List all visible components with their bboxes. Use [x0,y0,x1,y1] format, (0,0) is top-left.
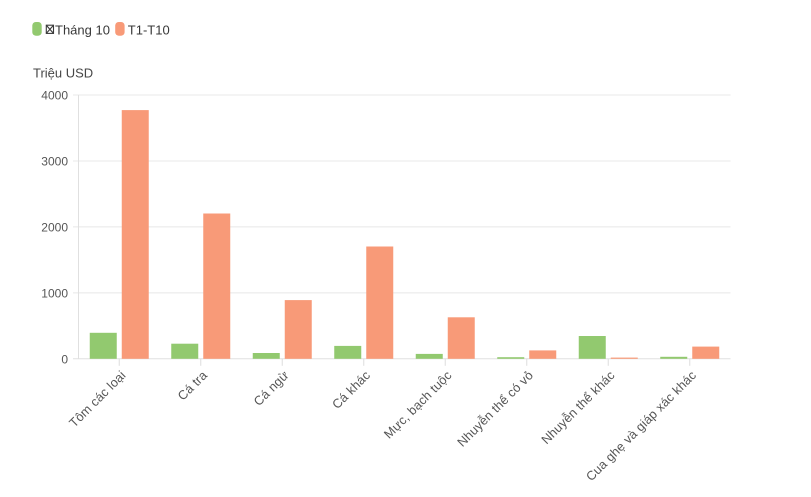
svg-text:4000: 4000 [41,89,68,103]
svg-text:T1-T10: T1-T10 [128,22,170,37]
svg-text:0: 0 [61,352,68,366]
svg-text:Triệu USD: Triệu USD [33,66,93,81]
svg-text:2000: 2000 [41,220,68,234]
svg-text:Tháng 10: Tháng 10 [55,22,110,37]
svg-text:1000: 1000 [41,286,68,300]
svg-text:3000: 3000 [41,154,68,168]
